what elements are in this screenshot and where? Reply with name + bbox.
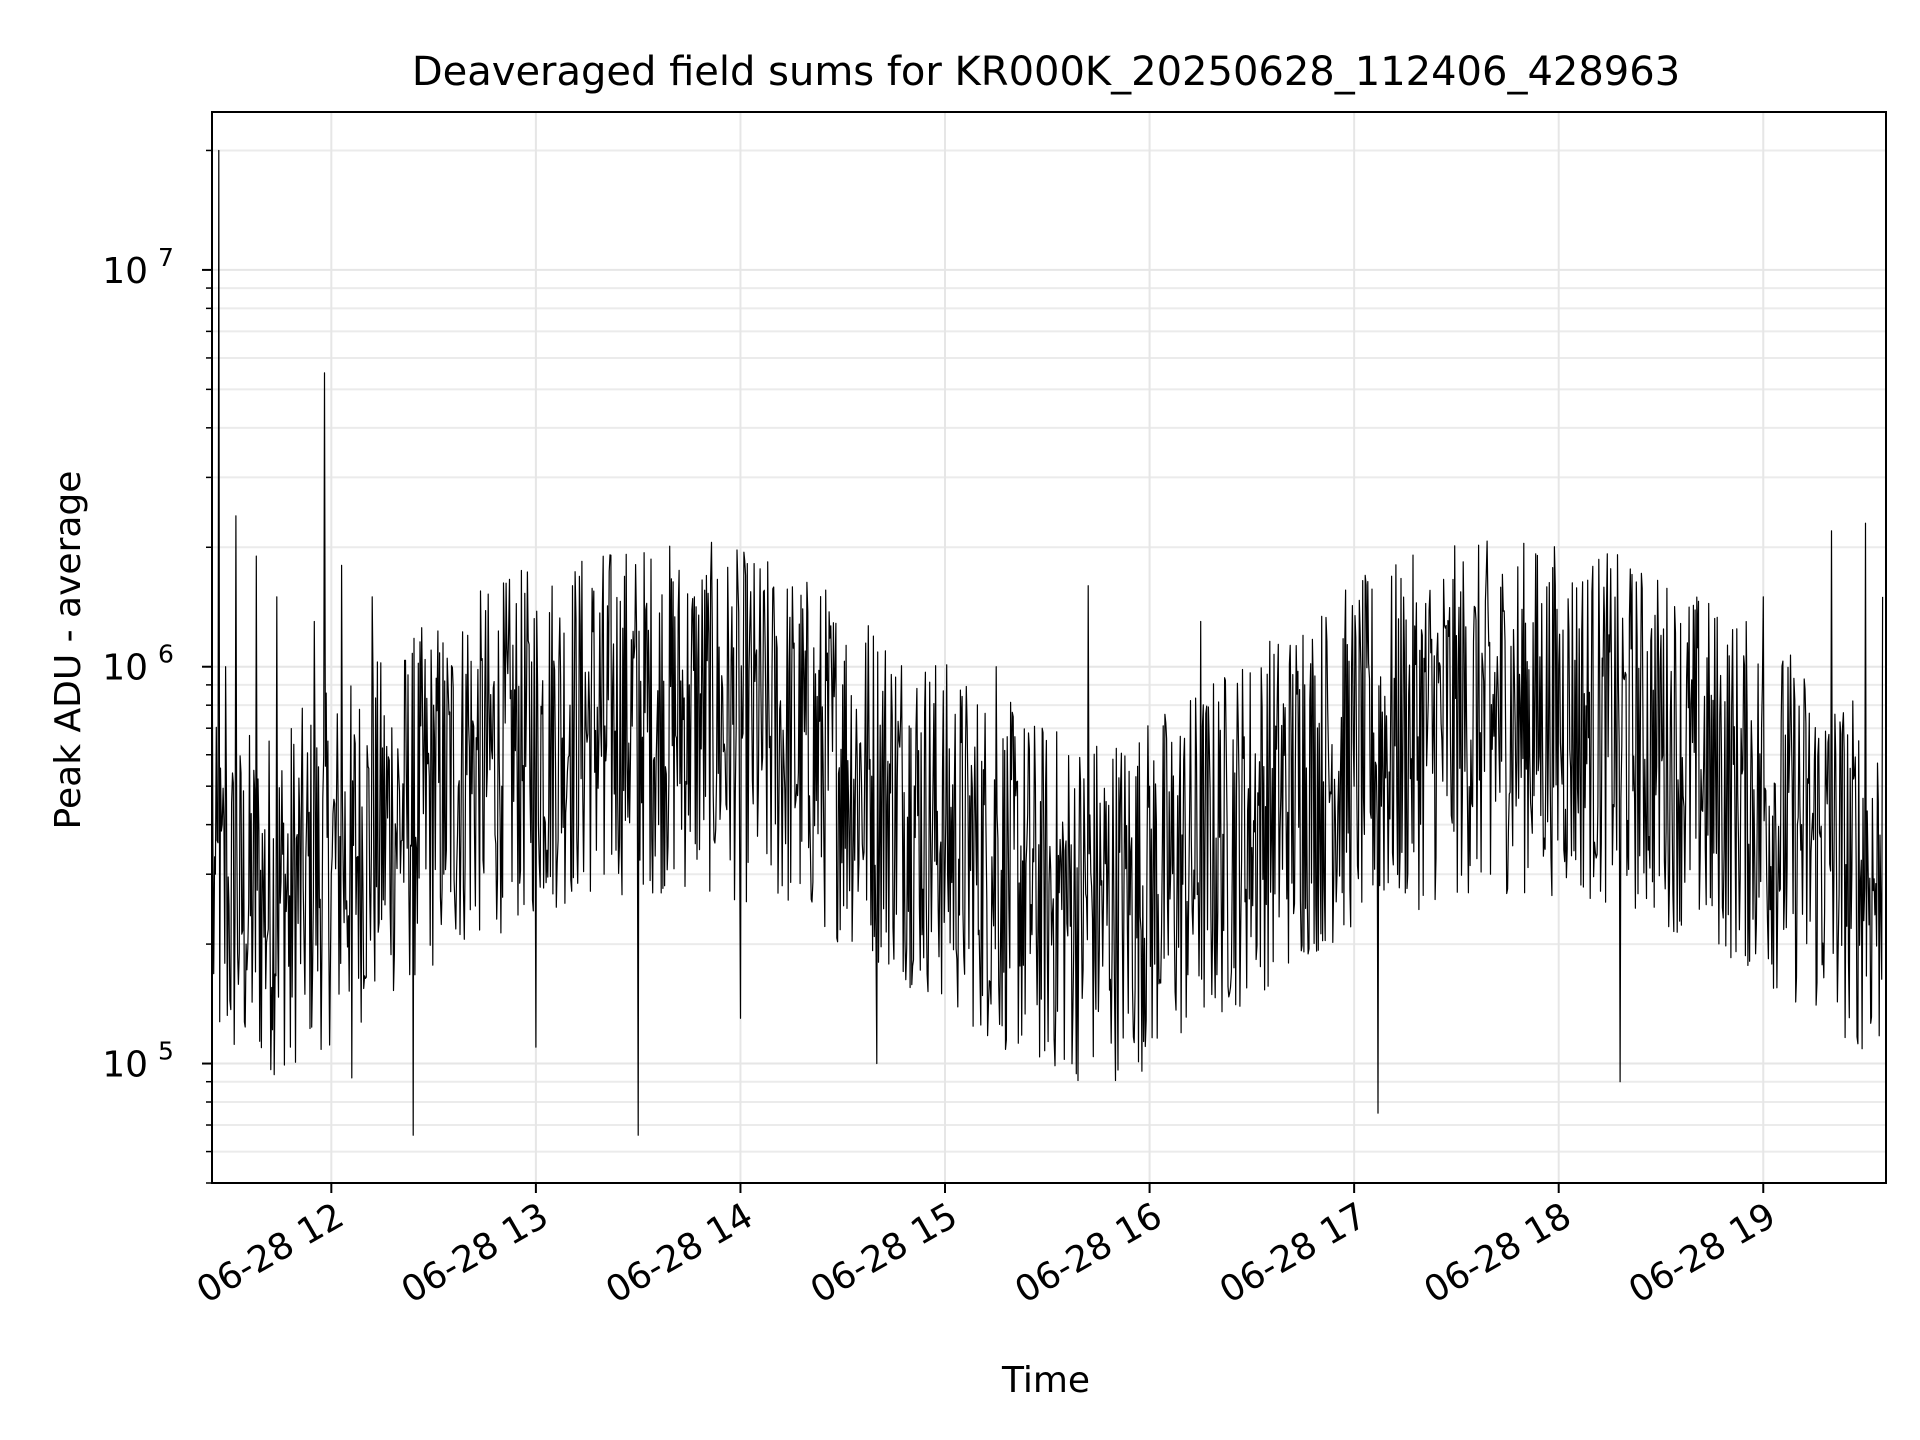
series-line-group xyxy=(211,149,1884,1136)
y-tick-exponent: 7 xyxy=(158,243,174,272)
y-axis-label: Peak ADU - average xyxy=(48,471,89,830)
axis-ticks xyxy=(202,149,1765,1193)
chart-title: Deaveraged field sums for KR000K_2025062… xyxy=(412,49,1680,95)
y-tick-label: 10 xyxy=(102,251,148,292)
y-tick-label: 10 xyxy=(102,648,148,689)
y-tick-exponent: 6 xyxy=(158,640,174,669)
y-tick-label: 10 xyxy=(102,1045,148,1086)
series-line xyxy=(211,149,1884,1136)
x-axis-label: Time xyxy=(1001,1360,1090,1401)
plot-frame xyxy=(211,111,1887,1184)
y-tick-exponent: 5 xyxy=(158,1037,174,1066)
grid xyxy=(212,112,1886,1184)
